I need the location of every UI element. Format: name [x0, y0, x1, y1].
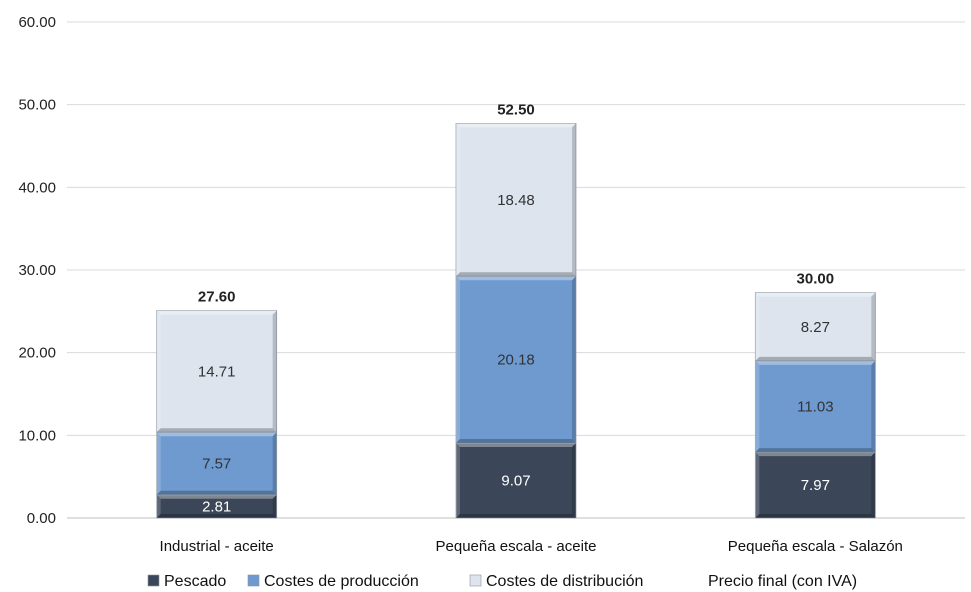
bar-bevel-left: [755, 360, 760, 453]
bar-bevel-right: [572, 276, 576, 444]
bar-bevel-bottom: [755, 356, 876, 361]
segment-value-label: 18.48: [497, 192, 535, 209]
total-value-label: 52.50: [497, 101, 535, 118]
bar-bevel-left: [456, 443, 460, 518]
bar-segment: [156, 310, 278, 433]
y-tick-label: 0.00: [27, 510, 56, 527]
bar-bevel-top: [755, 292, 876, 297]
bar-bevel-left: [156, 494, 161, 518]
bar-bevel-top: [755, 360, 876, 365]
x-category-label: Pequeña escala - Salazón: [728, 538, 903, 555]
bar-bevel-top: [456, 123, 576, 128]
total-value-label: 30.00: [797, 271, 835, 288]
bar-bevel-top: [156, 432, 277, 437]
bar-bevel-top: [456, 276, 576, 281]
legend-swatch: [147, 574, 160, 587]
legend-label: Precio final (con IVA): [708, 573, 857, 590]
bar-bevel-bottom: [755, 514, 876, 518]
y-tick-label: 30.00: [18, 262, 56, 279]
bar-segment: [455, 275, 577, 444]
legend: Pescado Costes de producción Costes de dis…: [147, 573, 857, 590]
bar-bevel-bottom: [456, 514, 576, 518]
bar-bevel-top: [456, 443, 576, 448]
legend-label: Costes de producción: [264, 573, 419, 590]
segment-value-label: 2.81: [202, 498, 231, 515]
bar-bevel-bottom: [156, 514, 277, 518]
segment-value-label: 7.97: [801, 477, 830, 494]
y-tick-label: 60.00: [18, 14, 56, 31]
x-category-label: Pequeña escala - aceite: [436, 538, 597, 555]
y-tick-label: 50.00: [18, 97, 56, 114]
bar-bevel-right: [272, 310, 277, 433]
bar-bevel-top: [156, 310, 277, 315]
bar-bevel-left: [456, 123, 460, 277]
bar-bevel-bottom: [156, 490, 277, 495]
bar-bevel-right: [572, 123, 576, 277]
legend-swatch: [247, 574, 260, 587]
bar-bevel-right: [871, 360, 876, 453]
x-axis: Industrial - aceite Pequeña escala - acei…: [160, 538, 903, 555]
bar-bevel-right: [272, 494, 277, 518]
bar-bevel-left: [755, 292, 760, 361]
y-tick-label: 10.00: [18, 427, 56, 444]
segment-value-label: 7.57: [202, 455, 231, 472]
bar-bevel-bottom: [456, 272, 576, 277]
bars: [156, 123, 876, 519]
bar-bevel-left: [755, 452, 760, 518]
y-axis: 0.00 10.00 20.00 30.00 40.00 50.00 60.00: [18, 14, 56, 527]
bar-bevel-top: [755, 452, 876, 457]
legend-swatch: [469, 574, 482, 587]
bar-bevel-bottom: [456, 439, 576, 444]
bar-segment: [156, 431, 278, 496]
bar-bevel-left: [156, 432, 161, 495]
bar-bevel-right: [871, 292, 876, 361]
bar-bevel-right: [572, 443, 576, 518]
legend-label: Pescado: [164, 573, 226, 590]
segment-value-label: 9.07: [501, 473, 530, 490]
segment-value-label: 20.18: [497, 352, 535, 369]
bar-segment: [754, 360, 876, 453]
legend-label: Costes de distribución: [486, 573, 643, 590]
bar-bevel-right: [871, 452, 876, 518]
bar-segment: [455, 123, 577, 277]
total-value-label: 27.60: [198, 289, 236, 306]
bar-bevel-bottom: [156, 428, 277, 433]
bar-bevel-top: [156, 494, 277, 499]
data-labels: 2.81 7.57 14.71 27.60 9.07 20.18 18.48 52.50 7.9…: [198, 101, 834, 515]
bar-segment: [754, 292, 876, 362]
segment-value-label: 11.03: [797, 399, 833, 416]
bar-bevel-left: [456, 276, 460, 444]
segment-value-label: 14.71: [198, 363, 236, 380]
y-tick-label: 20.00: [18, 345, 56, 362]
y-tick-label: 40.00: [18, 179, 56, 196]
bar-bevel-bottom: [755, 448, 876, 453]
bar-segment: [455, 442, 577, 519]
bar-bevel-right: [272, 432, 277, 495]
segment-value-label: 8.27: [801, 319, 830, 336]
bar-bevel-left: [156, 310, 161, 433]
x-category-label: Industrial - aceite: [160, 538, 274, 555]
